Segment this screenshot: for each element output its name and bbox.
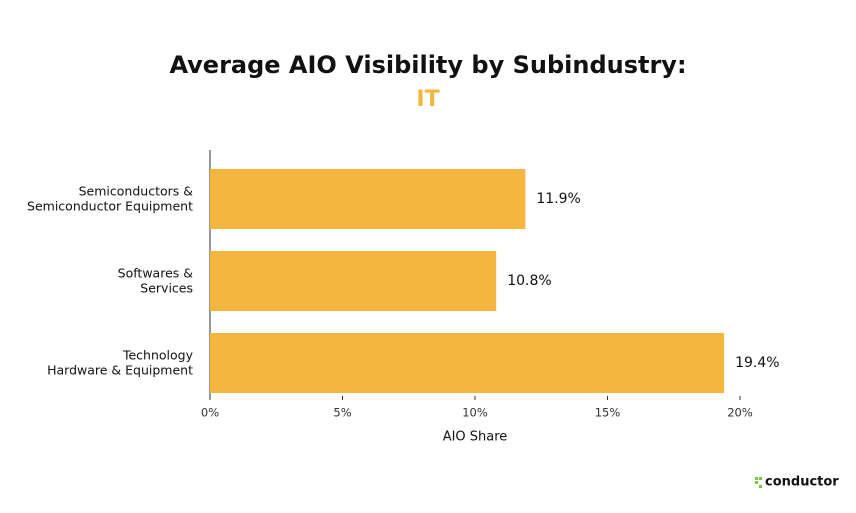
x-tick-label: 20% — [727, 406, 753, 420]
logo-dot — [755, 477, 758, 480]
x-tick-label: 0% — [201, 406, 219, 420]
bar — [210, 169, 526, 229]
x-tick-label: 15% — [595, 406, 621, 420]
y-tick-label-line: Technology — [122, 347, 194, 362]
logo-dot — [759, 477, 762, 480]
x-tick-label: 10% — [462, 406, 488, 420]
y-tick-label-line: Hardware & Equipment — [47, 362, 193, 377]
bar — [210, 333, 725, 393]
y-tick-label: Technology Hardware & Equipment — [47, 347, 193, 377]
y-tick-label-line: Services — [140, 280, 193, 295]
logo-dot — [759, 485, 762, 488]
logo: conductor — [755, 475, 839, 490]
value-label: 11.9% — [536, 191, 580, 207]
value-label: 10.8% — [507, 273, 551, 289]
logo-dot — [755, 481, 758, 484]
chart-subtitle: IT — [416, 87, 439, 112]
y-tick-label: Softwares & Services — [118, 265, 194, 295]
bar — [210, 251, 497, 311]
y-tick-label: Semiconductors & Semiconductor Equipment — [27, 183, 193, 213]
y-tick-label-line: Semiconductor Equipment — [27, 198, 193, 213]
y-tick-label-line: Softwares & — [118, 265, 194, 280]
brand: conductor — [765, 475, 839, 490]
x-tick-label: 5% — [333, 406, 351, 420]
value-label: 19.4% — [735, 355, 779, 371]
x-axis-title: AIO Share — [443, 430, 508, 445]
y-tick-label-line: Semiconductors & — [79, 183, 194, 198]
chart-title: Average AIO Visibility by Subindustry: — [169, 51, 686, 79]
